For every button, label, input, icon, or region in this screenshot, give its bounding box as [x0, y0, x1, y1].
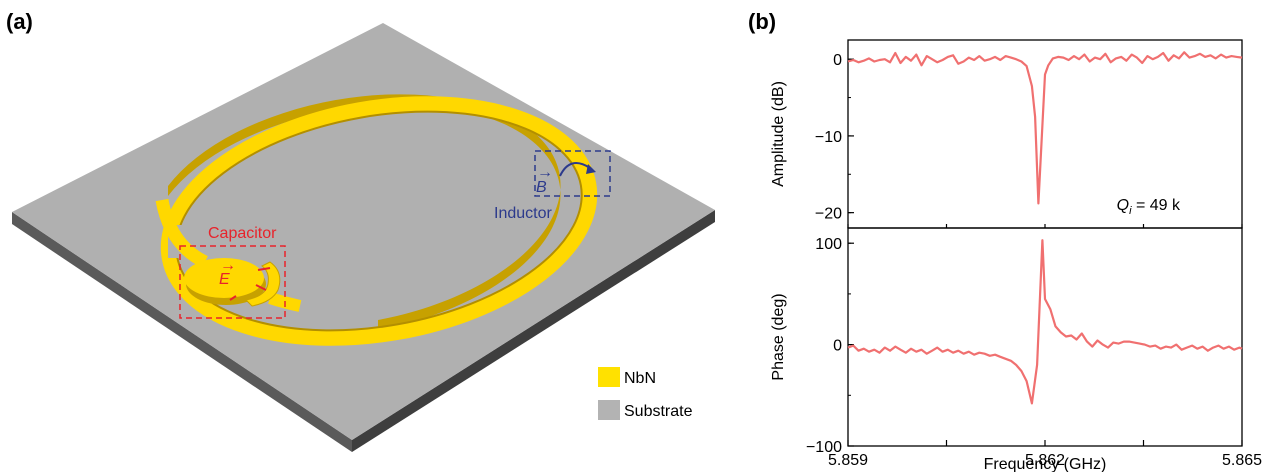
phase-xtick-label: 5.862	[1025, 452, 1065, 469]
capacitor-box	[179, 245, 286, 319]
e-field-label: E	[219, 271, 230, 288]
phase-series-line	[847, 239, 1243, 405]
nbn-resonator	[155, 94, 598, 346]
substrate-side-right	[352, 210, 715, 452]
b-field-label: B	[536, 179, 547, 196]
e-field-arrow-1	[257, 267, 271, 271]
qi-annotation: Qi = 49 k	[1117, 197, 1181, 217]
amplitude-ylabel: Amplitude (dB)	[770, 81, 787, 187]
phase-ylabel: Phase (deg)	[770, 293, 787, 380]
b-field-loop	[559, 162, 591, 177]
qi-value: = 49 k	[1132, 197, 1181, 214]
b-field-arrowhead	[586, 164, 596, 174]
phase-xtick-label: 5.865	[1222, 452, 1262, 469]
e-field-vector-arrow: →	[220, 257, 236, 274]
amplitude-ytick-label: −20	[815, 206, 842, 223]
e-field-arrow-3	[229, 295, 237, 301]
capacitor-electrode	[244, 261, 281, 307]
phase-frame	[847, 227, 1243, 447]
legend-swatch-nbn	[598, 367, 620, 387]
amplitude-ytick-label: −10	[815, 129, 842, 146]
phase-ytick-label: −100	[806, 439, 842, 456]
amplitude-ytick-label: 0	[833, 52, 842, 69]
panel-b-label: (b)	[748, 9, 776, 34]
substrate	[12, 23, 715, 452]
inductor-label: Inductor	[494, 205, 552, 222]
qi-subscript: i	[1129, 205, 1132, 217]
e-field-arrow-2	[255, 284, 267, 291]
phase-ytick-label: 0	[833, 338, 842, 355]
qi-symbol: Q	[1117, 197, 1129, 214]
feed-arm-left	[155, 198, 209, 268]
panel-a-label: (a)	[6, 9, 33, 34]
phase-xtick-label: 5.859	[828, 452, 868, 469]
capacitor-pad	[184, 258, 264, 298]
feed-arm-right	[268, 292, 302, 312]
b-field-vector-arrow: →	[537, 164, 553, 181]
amplitude-series-line	[847, 51, 1243, 205]
substrate-side-left	[12, 212, 352, 452]
amplitude-frame	[847, 39, 1243, 229]
phase-ytick-label: 100	[815, 236, 842, 253]
legend-label-substrate: Substrate	[624, 403, 693, 420]
capacitor-label: Capacitor	[208, 225, 277, 242]
phase-xlabel: Frequency (GHz)	[984, 456, 1107, 472]
legend-swatch-substrate	[598, 400, 620, 420]
legend-label-nbn: NbN	[624, 370, 656, 387]
legend: NbN Substrate	[598, 367, 693, 420]
